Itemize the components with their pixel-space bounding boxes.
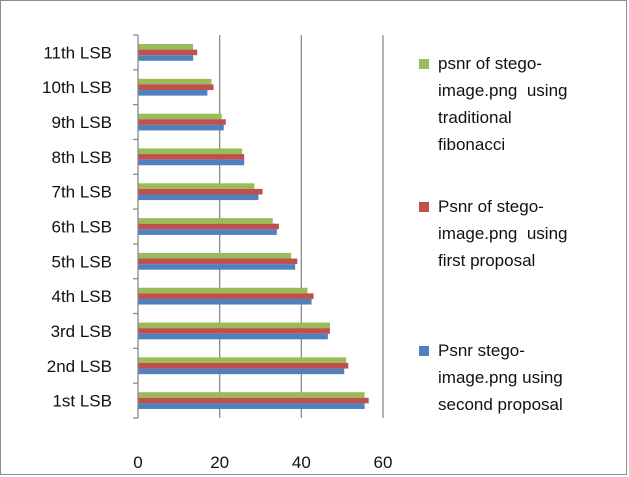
bar-9th-lsb-series-1	[138, 113, 222, 120]
category-label-10th-lsb: 10th LSB	[42, 78, 112, 97]
bar-9th-lsb-series-2	[138, 119, 226, 125]
bar-4th-lsb-series-2	[138, 293, 314, 299]
bar-6th-lsb-series-1	[138, 218, 273, 224]
bar-5th-lsb-series-3	[138, 264, 296, 270]
legend-swatch-3	[419, 346, 429, 356]
legend-swatch-1	[419, 59, 429, 69]
category-label-4th-lsb: 4th LSB	[52, 287, 113, 306]
category-label-8th-lsb: 8th LSB	[52, 148, 113, 167]
bar-1st-lsb-series-3	[138, 403, 365, 409]
bar-10th-lsb-series-3	[138, 90, 208, 96]
bar-2nd-lsb-series-3	[138, 368, 345, 375]
bar-3rd-lsb-series-3	[138, 333, 328, 340]
bar-11th-lsb-series-3	[138, 55, 194, 61]
bar-6th-lsb-series-3	[138, 229, 277, 235]
bar-8th-lsb-series-1	[138, 148, 243, 155]
category-label-2nd-lsb: 2nd LSB	[47, 357, 112, 376]
bar-6th-lsb-series-2	[138, 223, 279, 230]
category-label-7th-lsb: 7th LSB	[52, 183, 113, 202]
legend-entry-1: psnr of stego-image.png using traditional…	[414, 50, 624, 158]
x-tick-label-20: 20	[210, 453, 229, 472]
bar-5th-lsb-series-1	[138, 252, 292, 259]
x-tick-label-60: 60	[374, 453, 393, 472]
x-tick-label-0: 0	[133, 453, 142, 472]
bar-10th-lsb-series-2	[138, 84, 214, 91]
category-label-5th-lsb: 5th LSB	[52, 252, 113, 271]
bar-5th-lsb-series-2	[138, 258, 298, 265]
bar-2nd-lsb-series-2	[138, 362, 349, 369]
category-label-3rd-lsb: 3rd LSB	[51, 322, 112, 341]
bar-1st-lsb-series-1	[138, 392, 365, 398]
bar-7th-lsb-series-2	[138, 188, 263, 195]
bar-1st-lsb-series-2	[138, 397, 369, 404]
bar-11th-lsb-series-2	[138, 49, 198, 56]
category-label-9th-lsb: 9th LSB	[52, 113, 113, 132]
legend-label-3: Psnr stego-image.png using second proposa…	[438, 341, 563, 414]
category-label-6th-lsb: 6th LSB	[52, 218, 113, 237]
bar-8th-lsb-series-3	[138, 159, 245, 166]
legend-label-2: Psnr of stego-image.png using first propo…	[438, 197, 568, 270]
legend-entry-2: Psnr of stego-image.png using first propo…	[414, 193, 624, 274]
bar-9th-lsb-series-3	[138, 124, 224, 131]
bar-11th-lsb-series-1	[138, 44, 194, 50]
bar-7th-lsb-series-1	[138, 183, 255, 189]
legend-label-1: psnr of stego-image.png using traditional…	[438, 54, 568, 154]
bar-10th-lsb-series-1	[138, 78, 212, 85]
bar-8th-lsb-series-2	[138, 154, 245, 160]
legend-swatch-2	[419, 202, 429, 212]
bar-2nd-lsb-series-1	[138, 357, 347, 363]
bar-7th-lsb-series-3	[138, 194, 259, 201]
bar-4th-lsb-series-3	[138, 298, 312, 305]
category-label-1st-lsb: 1st LSB	[52, 392, 112, 411]
bar-4th-lsb-series-1	[138, 287, 308, 294]
category-label-11th-lsb: 11th LSB	[43, 43, 112, 62]
bar-3rd-lsb-series-1	[138, 322, 330, 329]
legend-entry-3: Psnr stego-image.png using second proposa…	[414, 337, 624, 418]
bar-3rd-lsb-series-2	[138, 328, 330, 334]
x-tick-label-40: 40	[292, 453, 311, 472]
